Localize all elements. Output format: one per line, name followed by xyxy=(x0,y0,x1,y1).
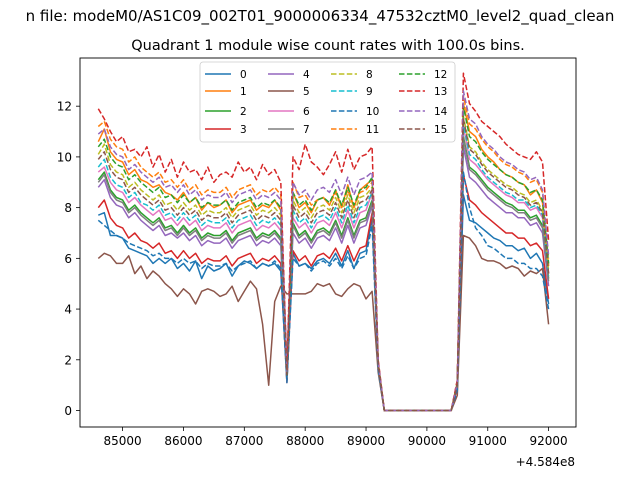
x-tick-label: 86000 xyxy=(164,434,202,448)
series-line-10 xyxy=(97,171,550,412)
series-line-3 xyxy=(97,173,550,412)
chart-title: Quadrant 1 module wise count rates with … xyxy=(131,38,525,54)
series-line-13 xyxy=(97,72,550,412)
legend-label-5: 5 xyxy=(303,86,310,98)
y-tick-label: 0 xyxy=(64,404,72,418)
legend-label-6: 6 xyxy=(303,106,310,118)
x-tick-label: 87000 xyxy=(225,434,263,448)
legend-frame xyxy=(199,61,456,143)
series-line-5 xyxy=(97,234,550,412)
legend-label-15: 15 xyxy=(434,124,447,136)
legend-label-3: 3 xyxy=(240,124,247,136)
series-lines xyxy=(97,72,550,412)
legend-label-4: 4 xyxy=(303,69,310,81)
legend-label-13: 13 xyxy=(434,86,447,98)
x-tick-label: 85000 xyxy=(104,434,142,448)
y-tick-label: 10 xyxy=(57,150,72,164)
legend-label-2: 2 xyxy=(240,106,247,118)
legend-label-9: 9 xyxy=(366,86,373,98)
series-line-6 xyxy=(97,125,550,412)
series-line-7 xyxy=(97,138,550,412)
y-tick-label: 2 xyxy=(64,353,72,367)
series-line-4 xyxy=(97,146,550,412)
axes-frame xyxy=(79,57,577,428)
series-line-8 xyxy=(97,115,550,412)
legend-label-0: 0 xyxy=(240,69,247,81)
x-tick-label: 91000 xyxy=(469,434,507,448)
legend-label-1: 1 xyxy=(240,86,247,98)
x-tick-label: 89000 xyxy=(347,434,385,448)
x-tick-label: 92000 xyxy=(530,434,568,448)
legend-label-7: 7 xyxy=(303,124,310,136)
series-line-15 xyxy=(97,118,550,412)
legend-label-10: 10 xyxy=(366,106,379,118)
series-line-11 xyxy=(97,95,550,412)
series-line-12 xyxy=(97,105,550,412)
y-tick-label: 6 xyxy=(64,252,72,266)
x-tick-label: 88000 xyxy=(286,434,324,448)
series-line-9 xyxy=(97,123,550,412)
y-tick-label: 4 xyxy=(64,303,72,317)
legend-label-12: 12 xyxy=(434,69,447,81)
legend-label-8: 8 xyxy=(366,69,373,81)
y-tick-label: 8 xyxy=(64,201,72,215)
x-tick-label: 90000 xyxy=(408,434,446,448)
legend-label-11: 11 xyxy=(366,124,379,136)
y-tick-label: 12 xyxy=(57,100,72,114)
figure-suptitle: n file: modeM0/AS1C09_002T01_9000006334_… xyxy=(26,7,615,26)
plot-area: 85000 86000 87000 88000 89000 90000 91000 92000… xyxy=(57,57,577,448)
series-line-14 xyxy=(97,90,550,412)
x-axis-offset-label: +4.584e8 xyxy=(516,455,575,469)
legend-label-14: 14 xyxy=(434,106,448,118)
series-line-2 xyxy=(97,135,550,412)
